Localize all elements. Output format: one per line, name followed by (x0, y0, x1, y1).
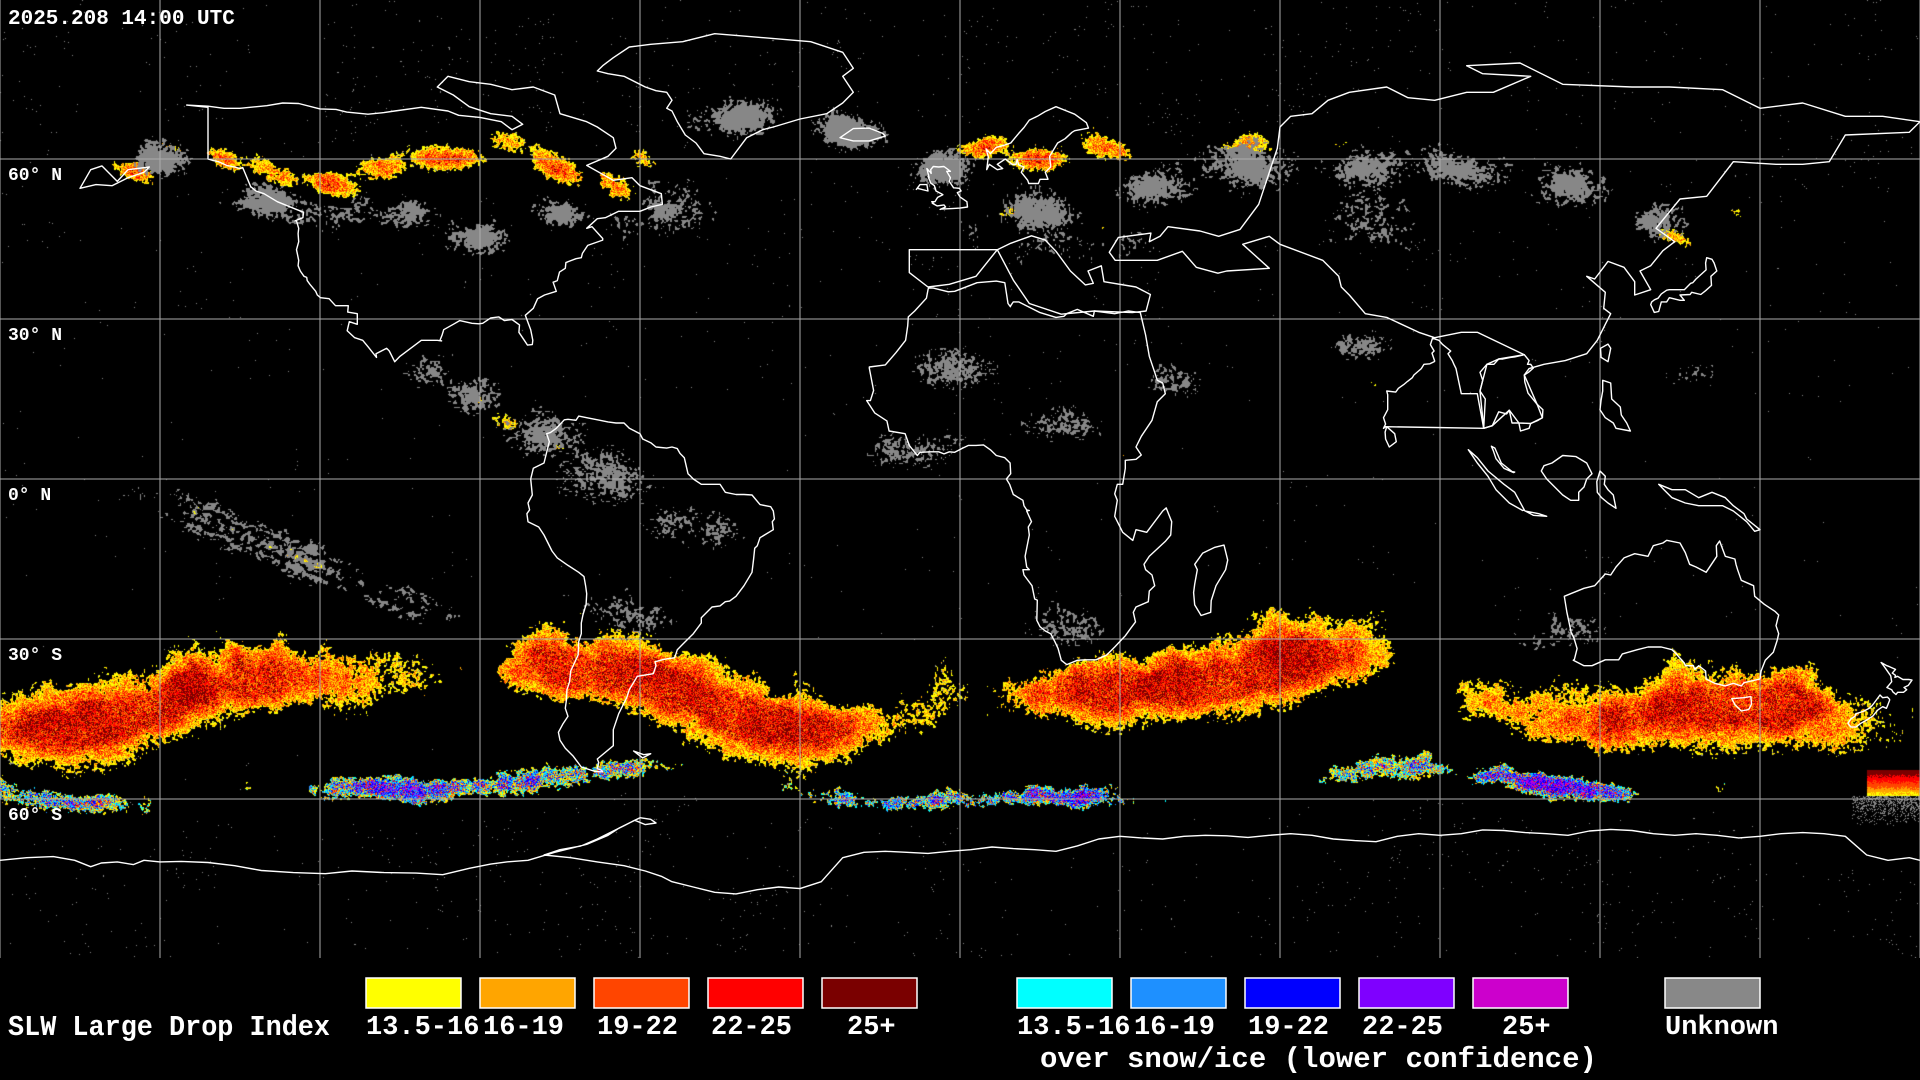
svg-text:13.5-16: 13.5-16 (366, 1013, 479, 1043)
svg-text:19-22: 19-22 (597, 1013, 678, 1043)
svg-text:22-25: 22-25 (711, 1013, 792, 1043)
svg-text:16-19: 16-19 (1134, 1013, 1215, 1043)
svg-text:25+: 25+ (1502, 1013, 1551, 1043)
svg-text:22-25: 22-25 (1362, 1013, 1443, 1043)
svg-text:30° N: 30° N (8, 326, 62, 346)
svg-text:2025.208 14:00 UTC: 2025.208 14:00 UTC (8, 8, 235, 31)
svg-text:60° N: 60° N (8, 166, 62, 186)
svg-text:19-22: 19-22 (1248, 1013, 1329, 1043)
svg-text:60° S: 60° S (8, 806, 62, 826)
svg-text:SLW Large Drop Index: SLW Large Drop Index (8, 1011, 330, 1044)
svg-text:13.5-16: 13.5-16 (1017, 1013, 1130, 1043)
svg-text:16-19: 16-19 (483, 1013, 564, 1043)
svg-text:over snow/ice (lower confidenc: over snow/ice (lower confidence) (1040, 1043, 1597, 1076)
svg-text:30° S: 30° S (8, 646, 62, 666)
svg-text:25+: 25+ (847, 1013, 896, 1043)
svg-text:0° N: 0° N (8, 486, 51, 506)
svg-text:Unknown: Unknown (1665, 1013, 1778, 1043)
